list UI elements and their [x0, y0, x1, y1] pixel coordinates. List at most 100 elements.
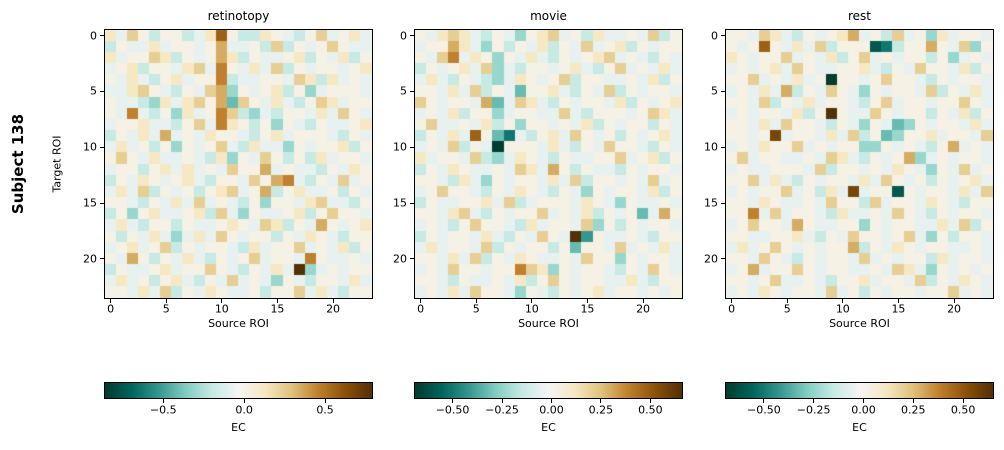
y-tick-label: 10	[393, 140, 407, 154]
x-axis-label-retinotopy: Source ROI	[208, 317, 269, 330]
heatmap-rest	[725, 29, 994, 299]
x-tick-mark	[475, 299, 477, 303]
y-tick-mark	[100, 90, 104, 92]
x-tick-mark	[110, 299, 112, 303]
x-tick-mark	[276, 299, 278, 303]
x-tick-mark	[420, 299, 422, 303]
y-tick-label: 10	[704, 140, 718, 154]
x-tick-label: 5	[783, 302, 791, 316]
colorbar-tick-mark	[649, 399, 651, 403]
colorbar-tick-label: 0.00	[539, 403, 564, 417]
x-tick-mark	[586, 299, 588, 303]
x-tick-label: 5	[162, 302, 170, 316]
colorbar-tick-label: −0.5	[149, 403, 177, 417]
x-tick-label: 20	[947, 302, 962, 316]
colorbar-tick-mark	[763, 399, 765, 403]
y-tick-mark	[410, 202, 414, 204]
colorbar-label-rest: EC	[852, 421, 867, 434]
colorbar-tick-label: −0.25	[485, 403, 519, 417]
y-tick-label: 20	[393, 252, 407, 266]
y-tick-mark	[721, 146, 725, 148]
x-tick-label: 10	[524, 302, 539, 316]
heatmap-movie	[414, 29, 683, 299]
row-label-subject: Subject 138	[9, 113, 27, 215]
colorbar-tick-mark	[501, 399, 503, 403]
y-tick-label: 20	[704, 252, 718, 266]
y-tick-label: 20	[83, 252, 97, 266]
y-tick-mark	[721, 35, 725, 37]
y-tick-label: 0	[711, 29, 718, 43]
y-tick-mark	[100, 202, 104, 204]
colorbar-tick-mark	[324, 399, 326, 403]
panel-title-rest: rest	[847, 9, 871, 23]
colorbar-tick-label: 0.00	[851, 403, 876, 417]
y-tick-mark	[410, 90, 414, 92]
x-tick-mark	[642, 299, 644, 303]
colorbar-tick-mark	[912, 399, 914, 403]
colorbar-tick-mark	[862, 399, 864, 403]
y-tick-label: 5	[90, 84, 97, 98]
colorbar-rest	[725, 382, 994, 399]
colorbar-tick-label: −0.50	[435, 403, 470, 417]
x-tick-mark	[953, 299, 955, 303]
y-tick-label: 5	[400, 84, 407, 98]
x-tick-label: 0	[107, 302, 115, 316]
colorbar-tick-label: 0.5	[316, 403, 334, 417]
colorbar-label-retinotopy: EC	[231, 421, 246, 434]
colorbar-movie	[414, 382, 683, 399]
y-tick-mark	[721, 90, 725, 92]
x-tick-label: 10	[835, 302, 850, 316]
x-axis-label-movie: Source ROI	[518, 317, 579, 330]
y-tick-mark	[410, 258, 414, 260]
y-tick-label: 15	[393, 196, 407, 210]
x-tick-mark	[731, 299, 733, 303]
panel-title-retinotopy: retinotopy	[207, 9, 270, 23]
y-tick-label: 0	[400, 29, 407, 43]
y-tick-mark	[410, 35, 414, 37]
colorbar-tick-mark	[162, 399, 164, 403]
panel-title-movie: movie	[530, 9, 567, 23]
x-tick-mark	[221, 299, 223, 303]
x-tick-label: 0	[417, 302, 425, 316]
x-tick-mark	[786, 299, 788, 303]
colorbar-retinotopy	[104, 382, 373, 399]
heatmap-retinotopy	[104, 29, 373, 299]
colorbar-tick-label: −0.50	[746, 403, 781, 417]
y-tick-label: 15	[704, 196, 718, 210]
colorbar-tick-mark	[550, 399, 552, 403]
colorbar-tick-mark	[962, 399, 964, 403]
x-tick-mark	[897, 299, 899, 303]
y-axis-label: Target ROI	[50, 135, 64, 193]
y-tick-mark	[721, 258, 725, 260]
y-tick-label: 0	[90, 29, 97, 43]
x-axis-label-rest: Source ROI	[829, 317, 890, 330]
x-tick-label: 10	[214, 302, 229, 316]
x-tick-label: 20	[636, 302, 651, 316]
colorbar-label-movie: EC	[541, 421, 556, 434]
colorbar-tick-mark	[813, 399, 815, 403]
y-tick-mark	[410, 146, 414, 148]
colorbar-tick-label: 0.0	[235, 403, 253, 417]
y-tick-mark	[100, 258, 104, 260]
x-tick-mark	[531, 299, 533, 303]
colorbar-tick-mark	[452, 399, 454, 403]
y-tick-mark	[721, 202, 725, 204]
colorbar-tick-mark	[600, 399, 602, 403]
x-tick-mark	[842, 299, 844, 303]
colorbar-tick-label: 0.50	[950, 403, 976, 417]
x-tick-label: 15	[580, 302, 595, 316]
y-tick-mark	[100, 146, 104, 148]
colorbar-tick-label: 0.25	[901, 403, 926, 417]
y-tick-label: 5	[711, 84, 718, 98]
x-tick-label: 15	[270, 302, 285, 316]
y-tick-label: 10	[83, 140, 97, 154]
colorbar-tick-label: −0.25	[796, 403, 831, 417]
colorbar-tick-mark	[243, 399, 245, 403]
y-tick-mark	[100, 35, 104, 37]
x-tick-mark	[332, 299, 334, 303]
y-tick-label: 15	[83, 196, 97, 210]
x-tick-label: 5	[472, 302, 480, 316]
x-tick-label: 20	[326, 302, 341, 316]
x-tick-mark	[165, 299, 167, 303]
